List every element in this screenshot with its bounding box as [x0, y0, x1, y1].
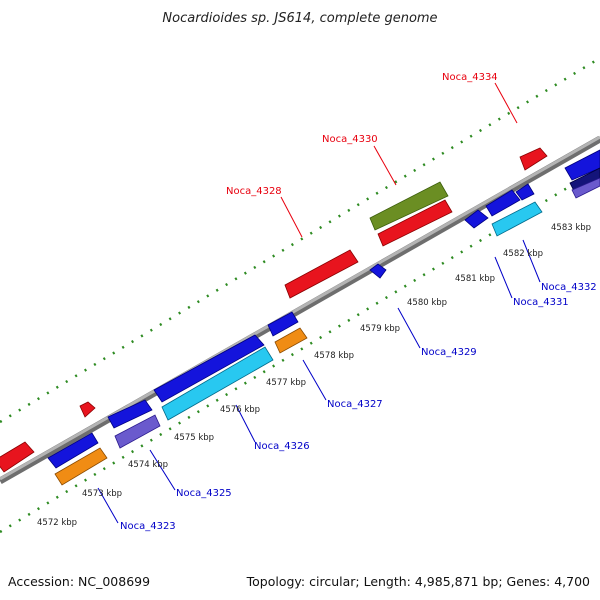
- gene-label-noca-4330[interactable]: Noca_4330: [322, 134, 378, 145]
- tick-label-4574: 4574 kbp: [128, 460, 168, 470]
- gene-label-noca-4327[interactable]: Noca_4327: [327, 399, 383, 410]
- gene-arrow-red-4328[interactable]: [284, 249, 359, 299]
- tick-label-4579: 4579 kbp: [360, 324, 400, 334]
- tick-label-4573: 4573 kbp: [82, 489, 122, 499]
- gene-label-noca-4332[interactable]: Noca_4332: [541, 282, 597, 293]
- gene-arrow-blue-4327[interactable]: [267, 311, 299, 337]
- tick-label-4576: 4576 kbp: [220, 405, 260, 415]
- tick-label-4577: 4577 kbp: [266, 378, 306, 388]
- gene-label-noca-4331[interactable]: Noca_4331: [513, 297, 569, 308]
- gene-arrow-orange-4327[interactable]: [274, 327, 308, 354]
- gene-label-noca-4323[interactable]: Noca_4323: [120, 521, 176, 532]
- gene-arrow-cyan-4332[interactable]: [491, 201, 543, 237]
- gene-labels: Noca_4334 Noca_4330 Noca_4328 Noca_4332 …: [120, 72, 597, 532]
- upper-tick-row: [0, 56, 600, 424]
- gene-arrow-blue-4322[interactable]: [47, 432, 99, 469]
- accession-text: Accession: NC_008699: [8, 574, 150, 589]
- gene-arrow-blue-4331[interactable]: [485, 189, 521, 217]
- kbp-tick-labels: 4572 kbp 4573 kbp 4574 kbp 4575 kbp 4576…: [37, 223, 591, 528]
- gene-arrow-blue-4324[interactable]: [107, 399, 153, 429]
- gene-label-noca-4329[interactable]: Noca_4329: [421, 347, 477, 358]
- map-title: Nocardioides sp. JS614, complete genome: [162, 11, 437, 26]
- tick-label-4583: 4583 kbp: [551, 223, 591, 233]
- gene-arrow-cyan-4326[interactable]: [161, 346, 274, 421]
- gene-arrow-blue-4331-left[interactable]: [464, 209, 489, 229]
- tick-label-4575: 4575 kbp: [174, 433, 214, 443]
- gene-arrow-purple-4325[interactable]: [114, 414, 161, 449]
- tick-label-4578: 4578 kbp: [314, 351, 354, 361]
- gene-label-noca-4334[interactable]: Noca_4334: [442, 72, 498, 83]
- tick-label-4580: 4580 kbp: [407, 298, 447, 308]
- gene-arrow-orange-4323[interactable]: [54, 447, 108, 486]
- gene-arrow-purple-upper-right[interactable]: [571, 177, 600, 199]
- gene-arrow-olive-4330[interactable]: [369, 181, 449, 231]
- genome-backbone: [0, 135, 600, 485]
- tick-label-4581: 4581 kbp: [455, 274, 495, 284]
- tick-label-4572: 4572 kbp: [37, 518, 77, 528]
- gene-label-noca-4326[interactable]: Noca_4326: [254, 441, 310, 452]
- gene-arrow-red-4330b[interactable]: [377, 199, 453, 247]
- label-leaders: [97, 82, 541, 524]
- gene-arrow-red-4334[interactable]: [519, 147, 548, 171]
- gene-arrow-blue-4332-small[interactable]: [515, 183, 535, 201]
- gene-arrow-blue-upper-right[interactable]: [564, 149, 600, 181]
- gene-arrow-blue-4329-small[interactable]: [369, 263, 387, 279]
- gene-label-noca-4328[interactable]: Noca_4328: [226, 186, 282, 197]
- gene-arrow-red-small[interactable]: [79, 401, 96, 418]
- gene-label-noca-4325[interactable]: Noca_4325: [176, 488, 232, 499]
- tick-label-4582: 4582 kbp: [503, 249, 543, 259]
- gene-arrow-blue-4326-long[interactable]: [153, 334, 265, 403]
- gene-arrow-red-left-edge[interactable]: [0, 441, 35, 473]
- genome-info-text: Topology: circular; Length: 4,985,871 bp…: [246, 574, 590, 589]
